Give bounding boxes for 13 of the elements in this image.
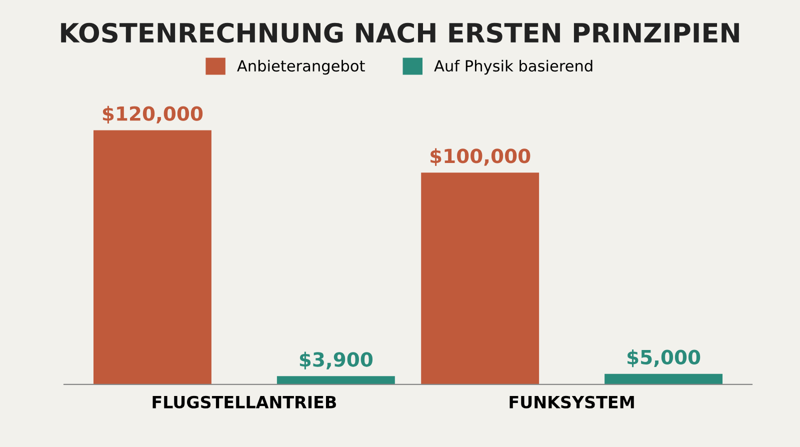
data-label: $100,000 [430, 148, 530, 166]
legend-label: Auf Physik basierend [434, 60, 592, 75]
data-label: $5,000 [628, 349, 700, 368]
x-tick-label: FLUGSTELLANTRIEB [152, 396, 336, 408]
data-label: $120,000 [102, 106, 203, 124]
legend-label: Anbieterangebot [237, 60, 365, 75]
bar [93, 130, 212, 384]
x-tick-label: FUNKSYSTEM [510, 396, 634, 408]
chart-title: KOSTENRECHNUNG NACH ERSTEN PRINZIPIEN [61, 22, 739, 43]
data-label: $3,900 [300, 352, 373, 370]
bar [421, 172, 540, 384]
bar [604, 374, 723, 384]
bar [276, 376, 395, 384]
